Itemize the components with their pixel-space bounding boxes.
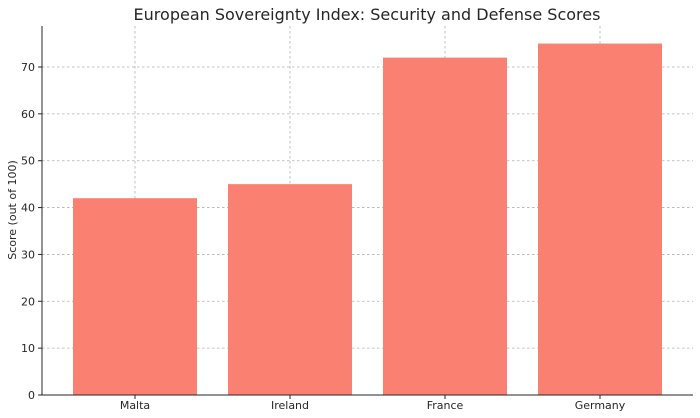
x-tick-label: Ireland <box>271 399 309 412</box>
axes <box>41 26 693 396</box>
bar-malta <box>73 198 197 395</box>
y-axis-label: Score (out of 100) <box>6 160 19 260</box>
y-tick-label: 30 <box>21 248 35 261</box>
bar-ireland <box>228 184 352 395</box>
y-tick-label: 20 <box>21 295 35 308</box>
y-tick-label: 40 <box>21 202 35 215</box>
y-tick-label: 0 <box>28 389 35 402</box>
y-axis-ticks: 0 10 20 30 40 50 60 70 <box>21 61 42 402</box>
chart-title: European Sovereignty Index: Security and… <box>134 5 601 24</box>
bar-france <box>383 57 507 395</box>
bars <box>73 43 662 395</box>
y-tick-label: 10 <box>21 342 35 355</box>
bar-germany <box>538 43 662 395</box>
x-axis-ticks: Malta Ireland France Germany <box>120 395 626 412</box>
y-tick-label: 70 <box>21 61 35 74</box>
y-tick-label: 60 <box>21 108 35 121</box>
y-tick-label: 50 <box>21 155 35 168</box>
x-tick-label: Germany <box>575 399 626 412</box>
x-tick-label: France <box>427 399 464 412</box>
x-tick-label: Malta <box>120 399 150 412</box>
